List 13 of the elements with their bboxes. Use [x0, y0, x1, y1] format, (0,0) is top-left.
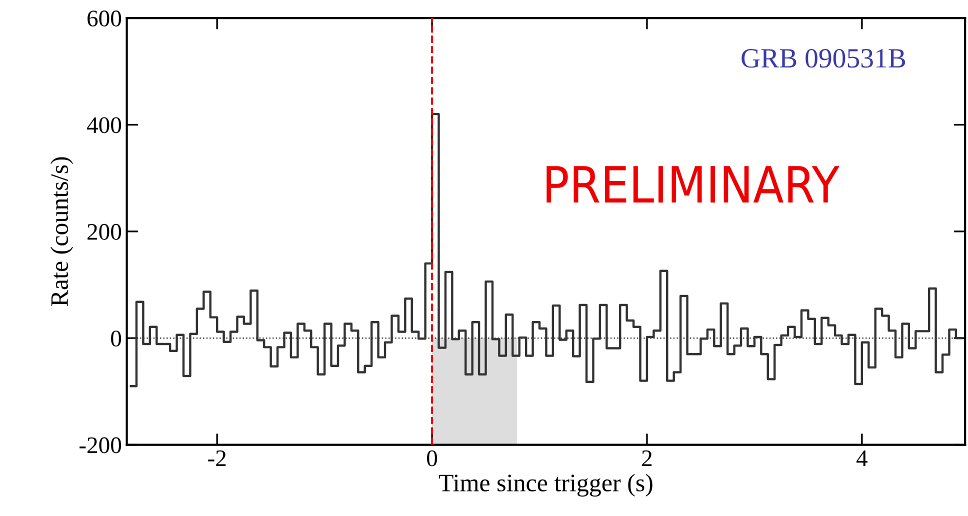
- y-tick-label: 400: [86, 117, 122, 134]
- annotation: GRB 090531B: [742, 48, 906, 68]
- y-axis-title: Rate (counts/s): [50, 157, 74, 306]
- x-tick-label: -2: [208, 450, 226, 466]
- y-tick-label: 0: [111, 330, 122, 347]
- x-axis-title: Time since trigger (s): [438, 474, 652, 497]
- x-tick-label: 4: [856, 450, 868, 466]
- y-tick-label: -200: [80, 437, 122, 454]
- x-tick-label: 0: [427, 450, 438, 466]
- y-tick-label: 200: [88, 224, 122, 240]
- x-tick-label: 2: [642, 450, 652, 466]
- y-tick-label: 600: [88, 10, 122, 26]
- annotation: PRELIMINARY: [546, 166, 840, 203]
